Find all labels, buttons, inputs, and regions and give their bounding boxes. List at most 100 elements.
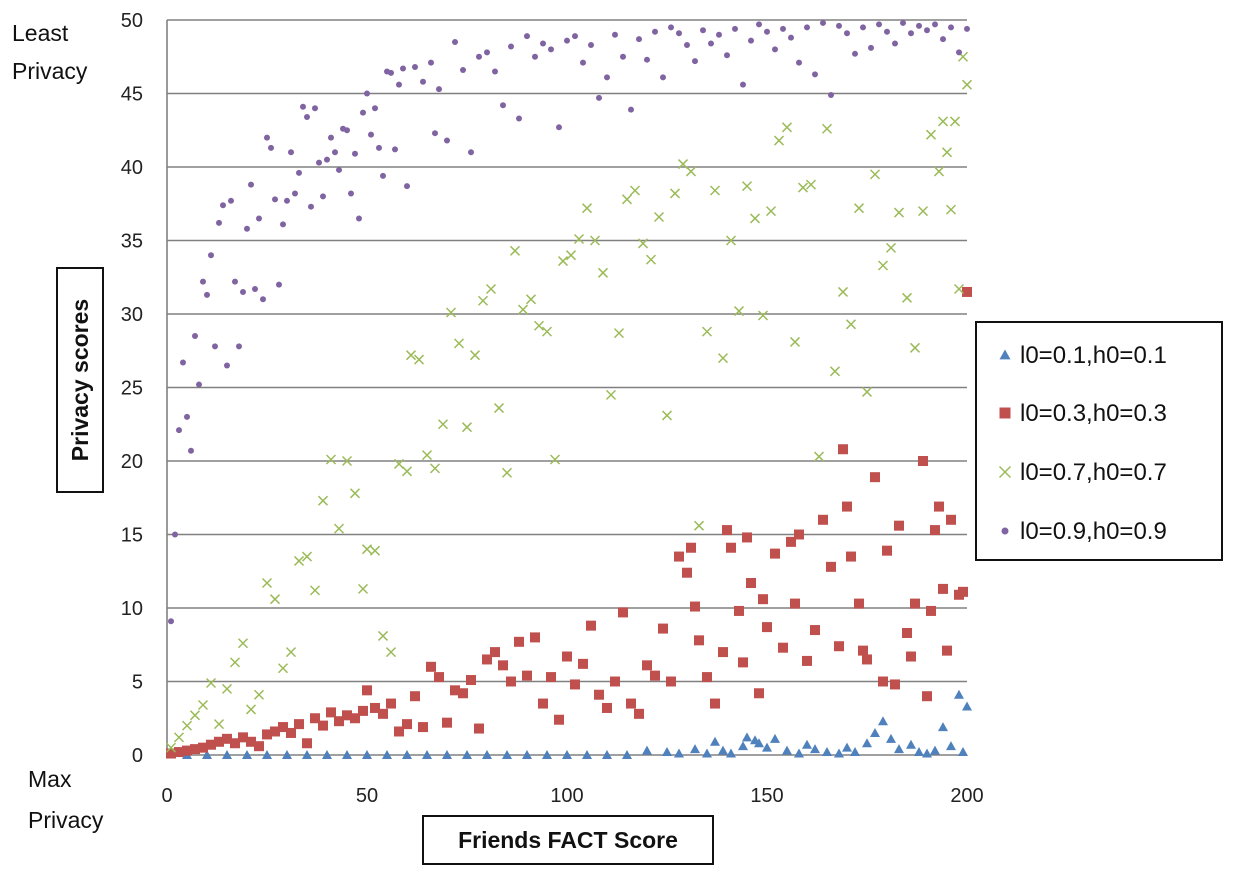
dot-point [180,359,186,366]
legend-label-1: l0=0.1,h0=0.1 [1020,342,1167,369]
x-point [549,454,561,465]
dot-point [740,81,746,88]
square-point [834,641,844,652]
square-point [666,676,676,687]
square-point [318,720,328,731]
square-point [854,598,864,609]
triangle-point [958,747,968,757]
dot-point [708,40,714,47]
dot-point [392,146,398,153]
x-stroke [945,204,957,215]
square-point [310,713,320,724]
square-point [238,732,248,743]
dot-point [644,56,650,63]
square-point [254,741,264,752]
square-point [762,622,772,633]
x-stroke [377,630,389,641]
x-point [517,304,529,315]
y-tick-label: 5 [132,672,143,694]
square-point [942,645,952,656]
y-tick-label: 20 [121,451,143,473]
square-point [826,561,836,572]
square-point [386,698,396,709]
dot-point [276,281,282,288]
x-point [245,704,257,715]
square-point [554,714,564,725]
square-point [506,676,516,687]
dot-point [368,131,374,138]
x-point [261,577,273,589]
dot-point [652,28,658,35]
y-top-caption-line2: Privacy [12,58,88,84]
x-point [181,720,193,731]
square-point [758,594,768,605]
dot-point [376,144,382,151]
x-stroke [573,233,585,245]
dot-point [812,71,818,78]
triangle-point [262,750,272,759]
triangle-point [674,748,684,758]
square-point [458,688,468,699]
square-point [514,636,524,647]
triangle-point [582,750,592,759]
dot-point [428,59,434,66]
legend-marker-1 [999,349,1011,360]
y-top-caption-line1: Least [12,20,69,46]
x-stroke [998,465,1012,479]
x-stroke [901,292,913,303]
x-stroke [509,245,521,256]
dot-point [516,115,522,122]
x-tick-label: 50 [356,785,378,807]
x-point [173,732,185,743]
square-point [586,620,596,631]
x-point [629,185,641,196]
triangle-point [402,750,412,759]
x-stroke [629,185,641,196]
x-stroke [369,545,381,556]
x-stroke [405,350,417,361]
dot-point [292,190,298,197]
dot-point [288,149,294,156]
triangle-point [422,750,432,759]
x-stroke [533,320,545,331]
square-point [794,529,804,540]
x-point [877,260,889,271]
dot-point [360,109,366,116]
triangle-point [938,722,948,732]
dot-point [404,183,410,190]
square-point [958,586,968,597]
x-point [597,267,609,278]
square-point [174,747,184,758]
x-tick-label: 100 [550,785,583,807]
dot-point [356,215,362,222]
x-stroke [909,342,921,353]
x-point [237,638,249,649]
x-point [653,211,665,223]
dot-point [924,27,930,34]
dot-point [596,94,602,101]
triangle-point [894,744,904,754]
square-point [790,598,800,609]
x-point [685,166,697,177]
x-point [909,342,921,353]
x-point [917,206,929,217]
square-point [402,719,412,730]
square-point [594,689,604,700]
square-point [490,647,500,658]
triangle-point [886,733,896,743]
x-stroke [413,354,425,365]
x-point [469,350,481,361]
square-point [870,472,880,483]
triangle-point [954,689,964,699]
x-point [797,182,809,193]
x-tick-label: 200 [950,785,983,807]
x-point [821,123,833,134]
triangle-point [282,750,292,759]
dot-point [732,25,738,32]
dot-point [668,24,674,31]
y-bottom-caption-line2: Privacy [28,807,104,833]
x-stroke [165,742,177,753]
x-point [341,455,353,467]
square-point [702,672,712,683]
square-point [718,647,728,658]
